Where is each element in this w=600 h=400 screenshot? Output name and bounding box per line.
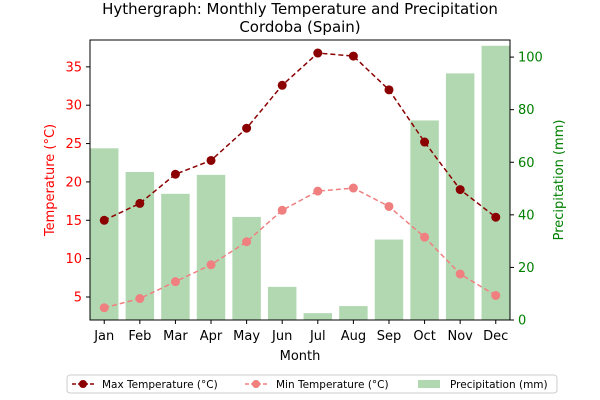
y-axis-left-label: Temperature (°C) bbox=[43, 124, 58, 237]
y-left-tick-label: 30 bbox=[65, 99, 82, 114]
x-tick-label-oct: Oct bbox=[413, 329, 435, 344]
legend-box bbox=[66, 374, 558, 394]
min-temperature-point-aug bbox=[348, 183, 358, 193]
chart-subtitle: Cordoba (Spain) bbox=[239, 18, 360, 36]
temperature-lines bbox=[99, 48, 501, 313]
max-temperature-point-aug bbox=[348, 51, 358, 61]
x-tick-label-jan: Jan bbox=[93, 329, 114, 344]
y-right-tick-label: 20 bbox=[518, 261, 535, 276]
y-left-tick-label: 20 bbox=[65, 175, 82, 190]
x-tick-label-dec: Dec bbox=[483, 329, 508, 344]
x-tick-label-sep: Sep bbox=[377, 329, 402, 344]
precipitation-bar-aug bbox=[339, 306, 368, 320]
max-temperature-point-feb bbox=[135, 198, 145, 208]
precipitation-bar-dec bbox=[481, 45, 510, 321]
min-temperature-point-nov bbox=[455, 269, 465, 279]
y-right-tick-label: 80 bbox=[518, 103, 535, 118]
x-tick-label-jul: Jul bbox=[309, 329, 326, 344]
y-left-tick-label: 15 bbox=[65, 214, 82, 229]
y-right-tick-label: 100 bbox=[518, 51, 543, 66]
y-right-tick-label: 60 bbox=[518, 156, 535, 171]
x-tick-label-nov: Nov bbox=[447, 329, 473, 344]
min-temperature-point-jan bbox=[99, 303, 109, 313]
precipitation-bar-sep bbox=[374, 239, 404, 320]
precipitation-bar-oct bbox=[410, 120, 439, 320]
x-tick-label-may: May bbox=[233, 329, 260, 344]
max-temperature-point-dec bbox=[491, 212, 501, 222]
min-temperature-point-dec bbox=[491, 290, 501, 300]
max-temperature-point-sep bbox=[384, 85, 394, 95]
legend-label-min: Min Temperature (°C) bbox=[276, 379, 389, 391]
x-axis-label: Month bbox=[280, 349, 321, 364]
y-left-tick-label: 10 bbox=[65, 252, 82, 267]
legend-marker-min bbox=[252, 380, 260, 388]
axes: 5 10 15 20 25 30 35 0 20 40 60 80 100 Jan Feb Mar Apr May… bbox=[65, 39, 543, 344]
precipitation-bar-jun bbox=[267, 286, 297, 320]
x-tick-label-mar: Mar bbox=[163, 329, 188, 344]
y-left-tick-label: 25 bbox=[65, 137, 82, 152]
legend-marker-max bbox=[79, 380, 87, 388]
legend: Max Temperature (°C) Min Temperature (°C)… bbox=[66, 374, 558, 394]
precipitation-bar-mar bbox=[161, 193, 190, 320]
min-temperature-point-sep bbox=[384, 201, 394, 211]
min-temperature-point-may bbox=[242, 237, 252, 247]
max-temperature-line bbox=[103, 52, 497, 221]
min-temperature-point-feb bbox=[135, 294, 145, 304]
y-axis-right-label: Precipitation (mm) bbox=[552, 120, 567, 241]
y-right-tick-label: 40 bbox=[518, 208, 535, 223]
min-temperature-line bbox=[104, 187, 497, 309]
chart-title: Hythergraph: Monthly Temperature and Pre… bbox=[102, 0, 498, 18]
precipitation-bar-jan bbox=[90, 148, 119, 320]
min-temperature-point-oct bbox=[420, 232, 430, 242]
max-temperature-point-oct bbox=[420, 137, 430, 147]
x-tick-label-apr: Apr bbox=[200, 329, 223, 344]
x-tick-label-feb: Feb bbox=[128, 329, 151, 344]
max-temperature-point-jul bbox=[313, 48, 323, 58]
y-left-tick-label: 5 bbox=[74, 290, 82, 305]
x-tick-label-aug: Aug bbox=[341, 329, 366, 344]
precipitation-bars bbox=[90, 45, 510, 321]
precipitation-bar-jul bbox=[303, 313, 333, 320]
x-tick-label-jun: Jun bbox=[271, 329, 292, 344]
legend-swatch-precip bbox=[418, 380, 440, 388]
max-temperature-point-may bbox=[242, 123, 252, 133]
precipitation-bar-nov bbox=[445, 73, 475, 320]
y-right-tick-label: 0 bbox=[518, 314, 526, 329]
min-temperature-point-jun bbox=[277, 205, 287, 215]
legend-label-max: Max Temperature (°C) bbox=[102, 379, 218, 391]
plot-frame bbox=[89, 39, 511, 321]
precipitation-bar-apr bbox=[196, 174, 226, 320]
max-temperature-point-jan bbox=[99, 215, 109, 225]
y-left-tick-label: 35 bbox=[65, 60, 82, 75]
max-temperature-point-mar bbox=[170, 169, 180, 179]
max-temperature-point-apr bbox=[206, 155, 216, 165]
legend-label-precip: Precipitation (mm) bbox=[450, 379, 548, 391]
max-temperature-point-nov bbox=[455, 185, 465, 195]
min-temperature-point-mar bbox=[170, 277, 180, 287]
min-temperature-point-jul bbox=[313, 186, 323, 196]
max-temperature-point-jun bbox=[277, 80, 287, 90]
min-temperature-point-apr bbox=[206, 260, 216, 270]
